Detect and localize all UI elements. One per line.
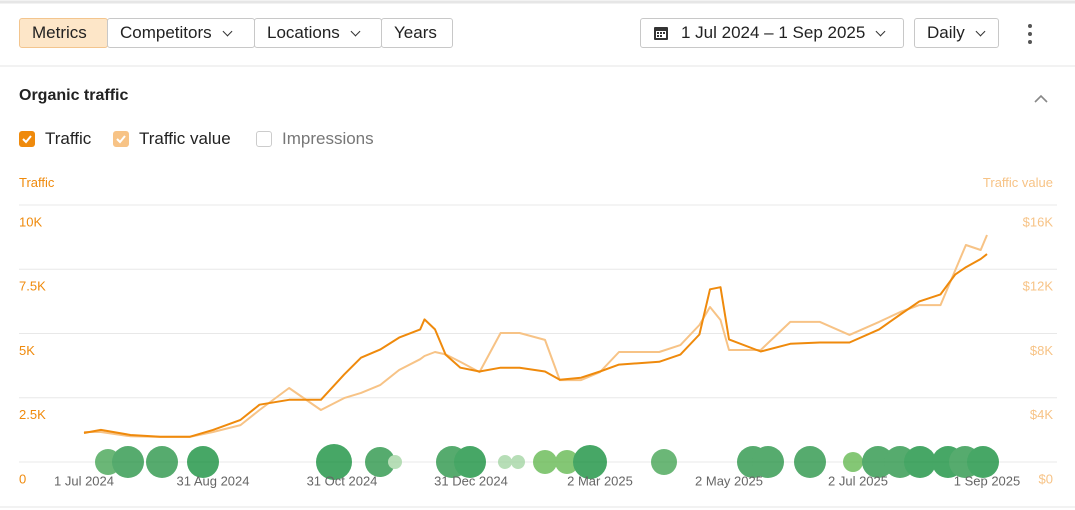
x-tick-label: 2 Jul 2025 bbox=[828, 473, 888, 488]
annotation-marker[interactable] bbox=[752, 446, 784, 478]
tab[interactable]: Years bbox=[381, 18, 453, 48]
tab-label: Competitors bbox=[120, 23, 212, 42]
y-tick-label: 0 bbox=[19, 471, 26, 486]
annotation-marker[interactable] bbox=[794, 446, 826, 478]
annotation-marker[interactable] bbox=[843, 452, 863, 472]
toggle[interactable]: Traffic value bbox=[113, 129, 231, 149]
y2-tick-label: $12K bbox=[1023, 279, 1054, 294]
tab[interactable]: Competitors bbox=[107, 18, 255, 48]
date-range[interactable]: 1 Jul 2024 – 1 Sep 2025 bbox=[640, 18, 904, 48]
granularity[interactable]: Daily bbox=[914, 18, 999, 48]
annotation-marker[interactable] bbox=[187, 446, 219, 478]
series-line bbox=[84, 234, 988, 438]
toggle[interactable]: Traffic bbox=[19, 129, 91, 149]
y2-tick-label: $0 bbox=[1039, 471, 1053, 486]
more-menu[interactable] bbox=[1028, 24, 1032, 44]
x-tick-label: 31 Dec 2024 bbox=[434, 473, 508, 488]
section-title: Organic traffic bbox=[19, 87, 129, 104]
collapse-icon[interactable] bbox=[1034, 94, 1048, 103]
annotation-marker[interactable] bbox=[904, 446, 936, 478]
grid bbox=[19, 204, 1057, 463]
x-tick-label: 2 Mar 2025 bbox=[567, 473, 633, 488]
checkbox[interactable] bbox=[19, 131, 35, 147]
annotation-marker[interactable] bbox=[365, 447, 395, 477]
toggle[interactable]: Impressions bbox=[256, 129, 374, 149]
annotation-marker[interactable] bbox=[862, 446, 894, 478]
annotation-marker[interactable] bbox=[146, 446, 178, 478]
toggle-label: Traffic value bbox=[139, 129, 231, 148]
tab[interactable]: Locations bbox=[254, 18, 382, 48]
checkbox[interactable] bbox=[113, 131, 129, 147]
series-line bbox=[83, 253, 988, 438]
y2-axis-title: Traffic value bbox=[982, 175, 1053, 190]
annotation-marker[interactable] bbox=[454, 446, 486, 478]
y-tick-label: 10K bbox=[19, 214, 42, 229]
y2-tick-label: $8K bbox=[1030, 343, 1053, 358]
annotation-marker[interactable] bbox=[316, 444, 352, 480]
x-tick-label: 1 Jul 2024 bbox=[54, 473, 114, 488]
x-tick-label: 2 May 2025 bbox=[695, 473, 763, 488]
granularity-label: Daily bbox=[927, 23, 965, 42]
date-range-label: 1 Jul 2024 – 1 Sep 2025 bbox=[681, 23, 866, 42]
y2-tick-label: $16K bbox=[1023, 214, 1054, 229]
y-tick-label: 2.5K bbox=[19, 407, 46, 422]
y-tick-label: 7.5K bbox=[19, 279, 46, 294]
y-axis-title: Traffic bbox=[19, 175, 55, 190]
calendar-icon bbox=[654, 27, 668, 40]
checkbox[interactable] bbox=[256, 131, 272, 147]
x-tick-label: 31 Oct 2024 bbox=[307, 473, 378, 488]
annotation-marker[interactable] bbox=[498, 455, 512, 469]
annotation-marker[interactable] bbox=[967, 446, 999, 478]
y2-tick-label: $4K bbox=[1030, 407, 1053, 422]
tab[interactable]: Metrics bbox=[19, 18, 108, 48]
annotation-marker[interactable] bbox=[533, 450, 557, 474]
x-tick-label: 1 Sep 2025 bbox=[954, 473, 1021, 488]
x-tick-label: 31 Aug 2024 bbox=[176, 473, 249, 488]
toggle-label: Traffic bbox=[45, 129, 92, 148]
y-tick-label: 5K bbox=[19, 343, 35, 358]
annotation-marker[interactable] bbox=[573, 445, 607, 479]
annotation-marker[interactable] bbox=[651, 449, 677, 475]
toggle-label: Impressions bbox=[282, 129, 374, 148]
annotation-marker[interactable] bbox=[388, 455, 402, 469]
annotation-marker[interactable] bbox=[555, 450, 579, 474]
annotation-marker[interactable] bbox=[112, 446, 144, 478]
tab-label: Locations bbox=[267, 23, 340, 42]
annotation-markers bbox=[95, 444, 999, 480]
annotation-marker[interactable] bbox=[511, 455, 525, 469]
